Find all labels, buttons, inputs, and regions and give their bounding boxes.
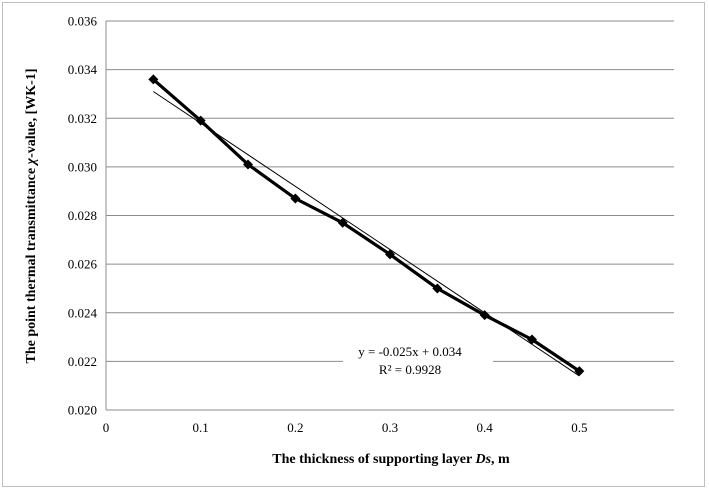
axis-title-part: -value, [WK-1] <box>24 68 39 157</box>
axis-title-part: Ds <box>474 452 491 467</box>
data-point-marker <box>574 366 585 377</box>
trendline-r-squared: R² = 0.9928 <box>379 362 441 377</box>
y-axis-title: The point thermal transmittance χ-value,… <box>24 68 39 363</box>
y-tick-label: 0.028 <box>68 208 97 223</box>
axes <box>105 21 674 411</box>
axis-title-part: The thickness of supporting layer <box>272 452 475 467</box>
x-axis-title: The thickness of supporting layer Ds, m <box>272 452 510 467</box>
data-point-marker <box>432 283 443 294</box>
x-tick-label: 0.5 <box>571 420 587 435</box>
axis-title-part: χ <box>24 157 39 166</box>
series-line <box>152 78 581 373</box>
data-point-marker <box>148 74 159 85</box>
trendline-equation: y = -0.025x + 0.034 <box>358 344 462 359</box>
x-tick-label: 0 <box>103 420 110 435</box>
y-tick-label: 0.034 <box>68 62 98 77</box>
chart-frame <box>2 2 705 487</box>
series <box>148 74 585 377</box>
y-tick-label: 0.026 <box>68 257 98 272</box>
equation-box <box>343 339 493 381</box>
data-point-marker <box>479 310 490 321</box>
x-tick-label: 0.4 <box>477 420 494 435</box>
data-point-marker <box>290 193 301 204</box>
y-tick-label: 0.024 <box>68 305 98 320</box>
y-tick-label: 0.032 <box>68 111 97 126</box>
data-point-marker <box>337 217 348 228</box>
y-tick-label: 0.030 <box>68 159 97 174</box>
x-tick-label: 0.2 <box>287 420 303 435</box>
y-tick-label: 0.020 <box>68 403 97 418</box>
data-point-marker <box>195 115 206 126</box>
data-point-marker <box>243 159 253 170</box>
x-tick-label: 0.3 <box>382 420 398 435</box>
x-tick-label: 0.1 <box>193 420 209 435</box>
axis-title-part: The point thermal transmittance <box>24 164 39 363</box>
y-tick-label: 0.022 <box>68 354 97 369</box>
tick-labels: 0.020 0.022 0.024 0.026 0.028 0.030 0.032 0.034… <box>68 14 588 436</box>
data-point-marker <box>527 334 537 345</box>
data-point-marker <box>385 249 395 260</box>
y-tick-label: 0.036 <box>68 14 98 29</box>
axis-title-part: , m <box>491 452 510 467</box>
